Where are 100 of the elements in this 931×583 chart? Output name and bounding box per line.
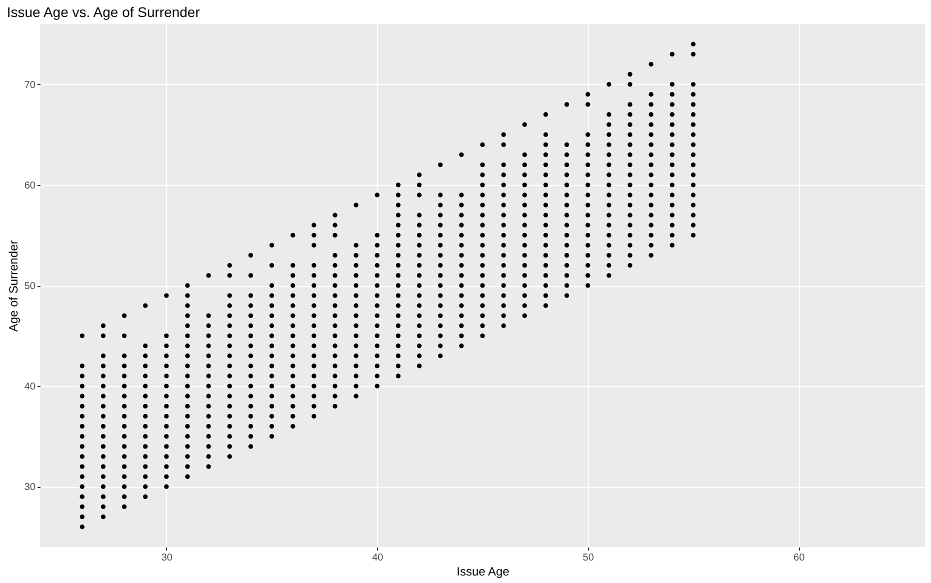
point	[100, 474, 106, 479]
point	[670, 152, 674, 158]
point	[543, 293, 548, 298]
point	[522, 263, 527, 268]
point	[586, 232, 590, 238]
point	[543, 202, 548, 208]
point	[438, 354, 443, 358]
point	[312, 384, 316, 388]
point	[670, 52, 674, 57]
point	[122, 333, 127, 338]
point	[206, 313, 211, 318]
point	[522, 252, 527, 258]
point	[122, 404, 127, 409]
point	[648, 232, 654, 238]
point	[332, 344, 338, 348]
point	[543, 263, 548, 268]
point	[80, 494, 84, 500]
point	[206, 454, 211, 459]
point	[312, 344, 316, 348]
point	[501, 202, 506, 208]
point	[480, 252, 485, 258]
point	[522, 283, 527, 288]
point	[332, 303, 338, 308]
point	[543, 192, 548, 198]
point	[586, 192, 590, 198]
point	[290, 364, 296, 368]
point	[396, 273, 401, 278]
point	[122, 384, 127, 388]
point	[312, 323, 316, 328]
point	[164, 374, 169, 378]
point	[332, 374, 338, 378]
point	[522, 122, 527, 127]
point	[396, 242, 401, 248]
point	[269, 313, 274, 318]
point	[143, 354, 148, 358]
point	[269, 333, 274, 338]
point	[185, 454, 190, 459]
point	[648, 192, 654, 198]
point	[606, 172, 612, 178]
point	[480, 202, 485, 208]
chart-title: Issue Age vs. Age of Surrender	[6, 4, 200, 20]
point	[690, 222, 696, 228]
point	[185, 293, 190, 298]
point	[543, 162, 548, 168]
point	[690, 112, 696, 117]
point	[206, 444, 211, 449]
point	[396, 374, 401, 378]
point	[438, 293, 443, 298]
point	[269, 323, 274, 328]
point	[396, 293, 401, 298]
point	[312, 283, 316, 288]
point	[248, 384, 254, 388]
point	[564, 172, 570, 178]
point	[312, 364, 316, 368]
point	[628, 152, 632, 158]
x-axis-title: Issue Age	[456, 564, 510, 578]
point	[543, 283, 548, 288]
point	[312, 404, 316, 409]
point	[606, 82, 612, 87]
point	[564, 273, 570, 278]
point	[164, 344, 169, 348]
point	[690, 202, 696, 208]
point	[396, 323, 401, 328]
point	[312, 232, 316, 238]
point	[606, 112, 612, 117]
point	[396, 192, 401, 198]
point	[143, 414, 148, 419]
point	[206, 404, 211, 409]
point	[459, 303, 464, 308]
point	[416, 192, 422, 198]
point	[227, 454, 232, 459]
point	[648, 162, 654, 168]
point	[164, 424, 169, 429]
point	[690, 192, 696, 198]
point	[332, 252, 338, 258]
point	[670, 182, 674, 188]
x-tick-label: 50	[582, 552, 594, 564]
point	[543, 112, 548, 117]
point	[206, 414, 211, 419]
point	[100, 514, 106, 520]
point	[438, 313, 443, 318]
point	[354, 333, 358, 338]
point	[185, 313, 190, 318]
point	[354, 374, 358, 378]
point	[290, 414, 296, 419]
point	[374, 303, 380, 308]
point	[122, 434, 127, 439]
point	[416, 293, 422, 298]
point	[459, 263, 464, 268]
point	[690, 52, 696, 57]
point	[628, 222, 632, 228]
point	[522, 162, 527, 168]
point	[100, 494, 106, 500]
point	[543, 222, 548, 228]
point	[501, 172, 506, 178]
point	[354, 313, 358, 318]
point	[480, 263, 485, 268]
point	[354, 354, 358, 358]
point	[543, 273, 548, 278]
point	[185, 354, 190, 358]
